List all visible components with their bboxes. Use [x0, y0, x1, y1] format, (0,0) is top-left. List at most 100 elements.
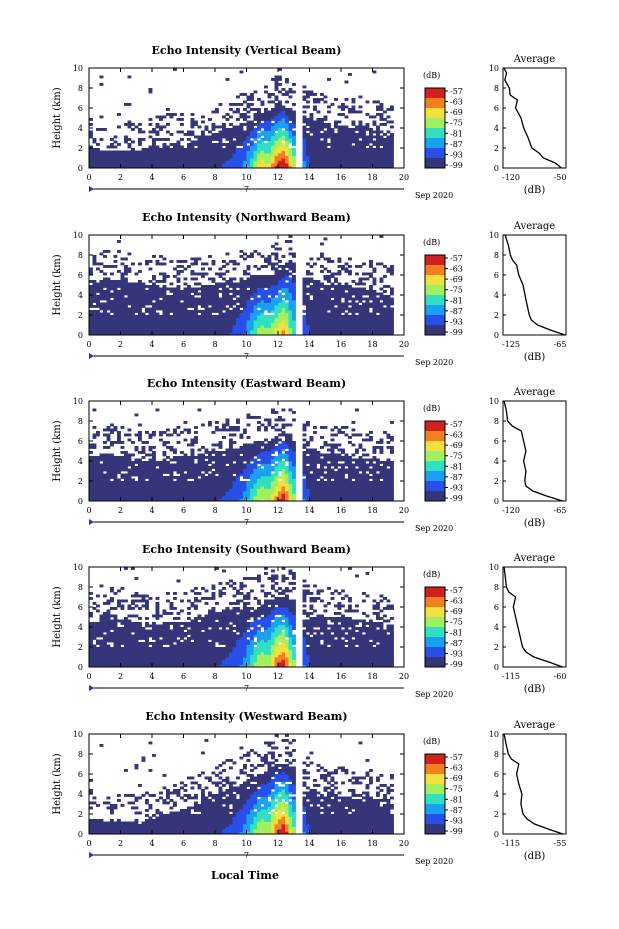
- heatmap-cell: [281, 488, 286, 492]
- heatmap-cell: [169, 287, 174, 291]
- heatmap-cell: [124, 135, 128, 139]
- heatmap-cell: [141, 292, 146, 296]
- heatmap-cell: [274, 75, 279, 79]
- heatmap-cell: [246, 476, 251, 479]
- colorbar-tick-label: -75: [450, 119, 463, 128]
- heatmap-cell: [92, 330, 97, 333]
- heatmap-cell: [365, 305, 370, 308]
- heatmap-cell: [376, 302, 380, 306]
- heatmap-cell: [386, 115, 391, 119]
- heatmap-cell: [159, 431, 163, 434]
- heatmap-cell: [306, 493, 310, 497]
- heatmap-cell: [278, 305, 282, 308]
- heatmap-cell: [390, 160, 394, 164]
- heatmap-cell: [113, 426, 118, 429]
- heatmap-cell: [103, 491, 107, 494]
- heatmap-cell: [337, 317, 342, 321]
- heatmap-cell: [120, 282, 125, 286]
- heatmap-cell: [236, 290, 240, 293]
- heatmap-cell: [271, 332, 275, 336]
- heatmap-cell: [190, 483, 195, 487]
- heatmap-cell: [337, 130, 342, 134]
- heatmap-cell: [222, 466, 226, 469]
- heatmap-cell: [253, 158, 258, 161]
- heatmap-cell: [134, 282, 139, 286]
- heatmap-cell: [264, 118, 268, 121]
- heatmap-cell: [138, 438, 142, 442]
- heatmap-cell: [222, 426, 226, 429]
- heatmap-cell: [355, 322, 359, 326]
- heatmap-cell: [390, 330, 394, 333]
- heatmap-cell: [215, 458, 219, 462]
- heatmap-cell: [148, 453, 153, 457]
- heatmap-cell: [225, 332, 230, 336]
- heatmap-cell: [330, 307, 335, 311]
- heatmap-cell: [113, 461, 118, 464]
- heatmap-cell: [337, 270, 342, 273]
- heatmap-cell: [292, 290, 296, 293]
- heatmap-cell: [348, 302, 352, 306]
- heatmap-cell: [127, 160, 132, 164]
- heatmap-cell: [239, 491, 244, 494]
- heatmap-cell: [302, 130, 307, 134]
- heatmap-cell: [225, 468, 230, 472]
- heatmap-cell: [176, 317, 181, 321]
- heatmap-cell: [292, 317, 296, 321]
- heatmap-cell: [376, 327, 380, 331]
- heatmap-cell: [218, 267, 223, 271]
- heatmap-cell: [267, 476, 272, 479]
- heatmap-cell: [215, 300, 219, 303]
- heatmap-cell: [232, 158, 237, 161]
- heatmap-cell: [103, 153, 107, 156]
- heatmap-cell: [229, 163, 233, 166]
- heatmap-cell: [89, 488, 93, 492]
- heatmap-cell: [173, 463, 177, 467]
- heatmap-cell: [197, 302, 202, 306]
- heatmap-cell: [313, 128, 317, 131]
- heatmap-cell: [292, 448, 296, 452]
- heatmap-cell: [253, 448, 258, 452]
- heatmap-cell: [176, 280, 181, 283]
- heatmap-cell: [239, 456, 244, 459]
- heatmap-cell: [169, 320, 174, 323]
- heatmap-cell: [183, 165, 188, 169]
- heatmap-cell: [271, 446, 275, 449]
- heatmap-cell: [201, 133, 205, 136]
- heatmap-cell: [166, 327, 170, 331]
- heatmap-cell: [99, 478, 104, 482]
- heatmap-cell: [229, 103, 233, 106]
- heatmap-cell: [250, 478, 254, 482]
- heatmap-cell: [313, 280, 317, 283]
- heatmap-cell: [264, 135, 268, 139]
- heatmap-cell: [96, 300, 100, 303]
- heatmap-cell: [250, 330, 254, 333]
- heatmap-cell: [222, 292, 226, 296]
- heatmap-cell: [229, 277, 233, 281]
- heatmap-cell: [271, 327, 275, 331]
- heatmap-cell: [229, 295, 233, 298]
- heatmap-cell: [383, 312, 387, 316]
- x-tick-label: 2: [118, 340, 123, 349]
- heatmap-cell: [264, 153, 268, 156]
- heatmap-cell: [173, 493, 177, 497]
- heatmap-cell: [232, 332, 237, 336]
- heatmap-cell: [162, 272, 167, 276]
- heatmap-cell: [372, 317, 377, 321]
- heatmap-cell: [355, 302, 359, 306]
- heatmap-cell: [253, 90, 258, 94]
- heatmap-cell: [390, 165, 394, 169]
- heatmap-cell: [155, 483, 160, 487]
- heatmap-cell: [313, 282, 317, 286]
- heatmap-cell: [250, 133, 254, 136]
- heatmap-cell: [323, 297, 328, 301]
- heatmap-cell: [145, 463, 149, 467]
- heatmap-cell: [166, 312, 170, 316]
- heatmap-cell: [341, 310, 345, 313]
- heatmap-cell: [120, 493, 125, 497]
- heatmap-cell: [313, 295, 317, 298]
- heatmap-cell: [141, 322, 146, 326]
- heatmap-cell: [229, 448, 233, 452]
- heatmap-cell: [225, 451, 230, 454]
- heatmap-cell: [250, 488, 254, 492]
- heatmap-cell: [124, 473, 128, 477]
